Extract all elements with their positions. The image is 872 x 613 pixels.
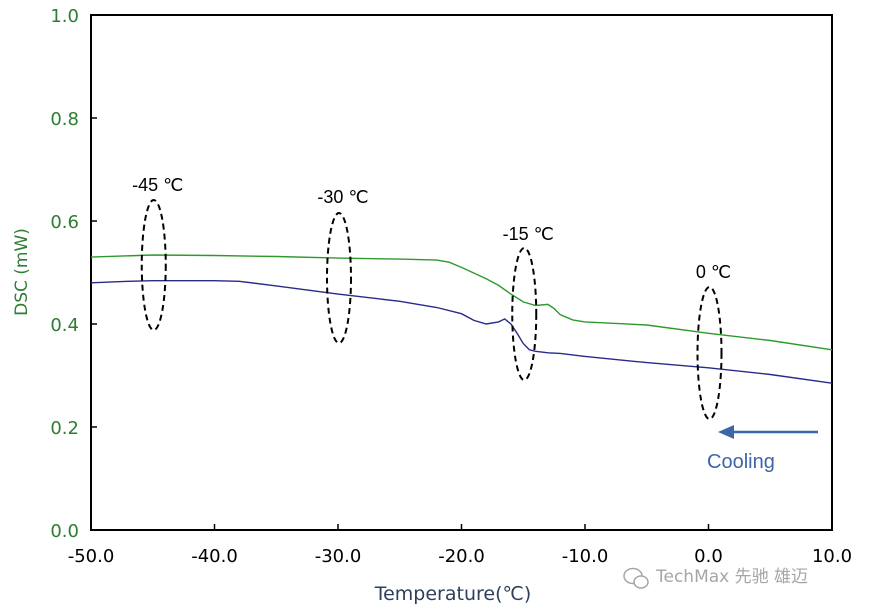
series-line-green bbox=[90, 254, 833, 351]
y-tick-label: 0.0 bbox=[50, 521, 79, 542]
temperature-marker-ellipse bbox=[696, 286, 723, 420]
temperature-annotation: 0 ℃ bbox=[696, 262, 731, 282]
x-tick-label: 0.0 bbox=[694, 546, 723, 567]
cooling-arrow bbox=[718, 425, 818, 439]
temperature-annotation: -30 ℃ bbox=[317, 187, 368, 207]
plot-area bbox=[90, 14, 833, 531]
cooling-label: Cooling bbox=[707, 451, 775, 473]
x-tick-label: -20.0 bbox=[438, 546, 485, 567]
y-tick-label: 0.4 bbox=[50, 315, 79, 336]
x-axis-title: Temperature(℃) bbox=[374, 583, 532, 605]
x-tick-label: -30.0 bbox=[315, 546, 362, 567]
wechat-icon bbox=[623, 567, 649, 589]
y-tick-label: 0.8 bbox=[50, 109, 79, 130]
y-tick-label: 1.0 bbox=[50, 6, 79, 27]
temperature-marker-ellipse bbox=[326, 212, 352, 344]
x-tick-label: -50.0 bbox=[68, 546, 115, 567]
series-line-blue bbox=[90, 280, 833, 384]
y-tick-label: 0.6 bbox=[50, 212, 79, 233]
temperature-annotation: -15 ℃ bbox=[503, 224, 554, 244]
y-tick-label: 0.2 bbox=[50, 418, 79, 439]
x-tick-label: -10.0 bbox=[562, 546, 609, 567]
y-axis-title: DSC (mW) bbox=[12, 228, 32, 316]
temperature-marker-ellipse bbox=[140, 199, 167, 331]
x-tick-label: -40.0 bbox=[191, 546, 238, 567]
watermark-text: TechMax 先驰 雄迈 bbox=[655, 567, 808, 587]
temperature-marker-ellipse bbox=[511, 247, 538, 381]
temperature-annotation: -45 ℃ bbox=[132, 175, 183, 195]
x-tick-label: 10.0 bbox=[812, 546, 852, 567]
